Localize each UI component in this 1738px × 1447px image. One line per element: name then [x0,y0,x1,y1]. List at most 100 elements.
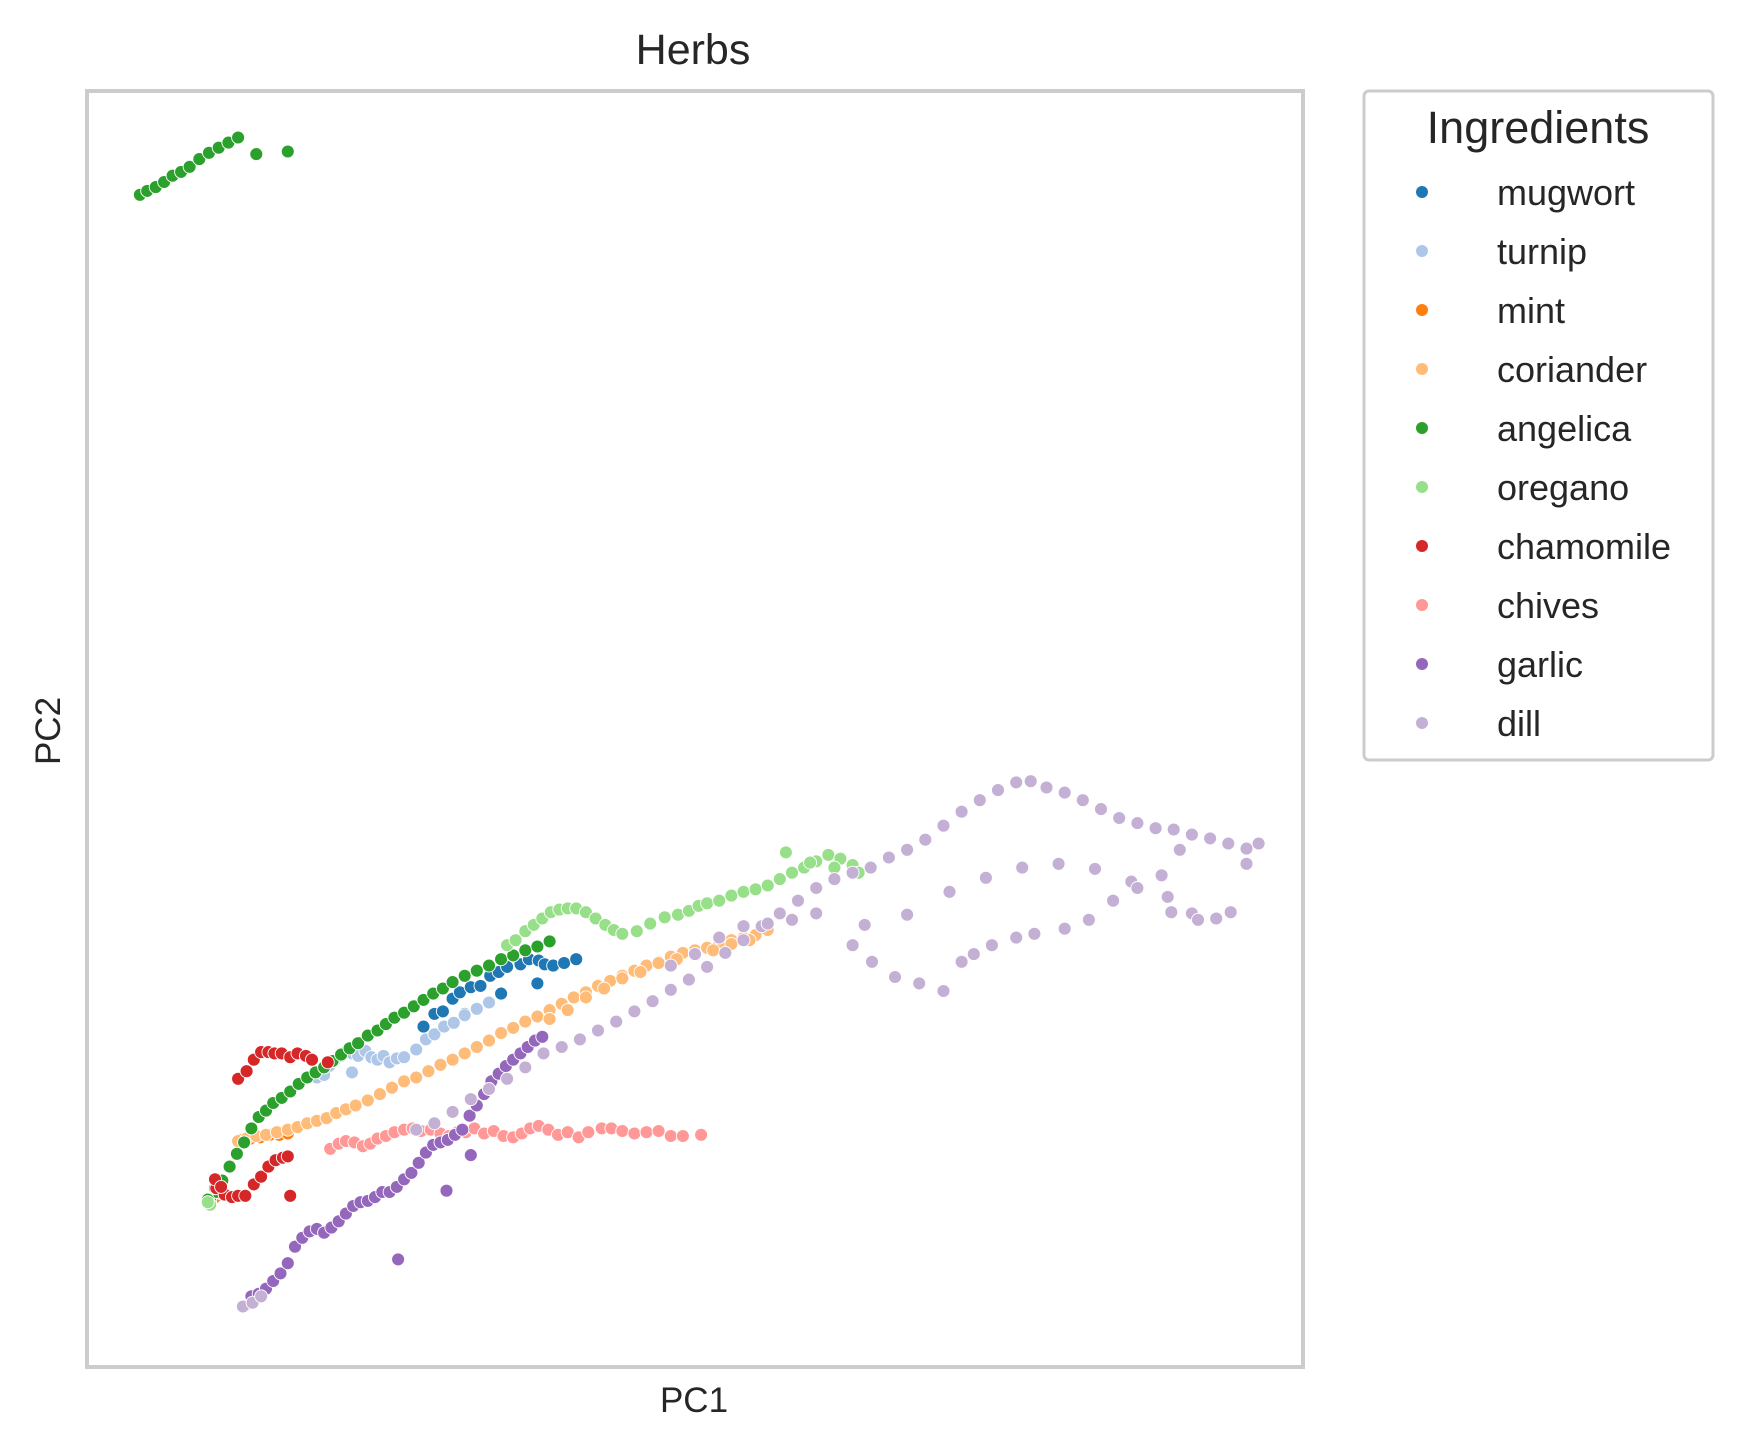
legend-label: mugwort [1497,172,1635,213]
point-chives [639,1125,654,1140]
point-dill [1221,836,1236,851]
point-coriander [530,1009,545,1024]
legend-marker [1416,245,1428,257]
point-garlic [273,1266,288,1281]
legend-item-chives: chives [1416,585,1599,626]
point-angelica [222,1159,237,1174]
point-dill [736,933,751,948]
chart-title: Herbs [636,26,751,74]
point-dill [966,947,981,962]
point-oregano [748,882,763,897]
point-angelica [244,1121,259,1136]
point-dill [845,938,860,953]
point-chamomile [283,1188,298,1203]
point-dill [1039,780,1054,795]
point-dill [1148,821,1163,836]
legend-item-chamomile: chamomile [1416,526,1671,567]
point-dill [809,881,824,895]
point-dill [936,984,951,998]
point-turnip [482,995,496,1010]
point-dill [609,1014,624,1029]
point-chives [651,1124,666,1138]
point-coriander [566,990,581,1005]
point-oregano [657,910,672,925]
point-dill [681,972,696,987]
point-chamomile [239,1064,254,1079]
series-mugwort [416,952,584,1034]
point-dill [1027,926,1042,941]
point-angelica [192,152,207,167]
legend-label: turnip [1497,231,1587,272]
point-angelica [435,981,450,996]
point-dill [1209,911,1224,926]
point-angelica [249,147,264,162]
point-chamomile [238,1188,253,1203]
point-dill [900,842,915,857]
point-oregano [712,893,727,908]
series-garlic [237,1029,550,1314]
point-oregano [724,888,739,903]
point-oregano [578,905,593,920]
point-dill [881,850,896,865]
point-dill [1130,816,1145,831]
point-dill [463,1092,478,1107]
series-oregano [200,845,866,1212]
point-coriander [348,1098,363,1113]
point-coriander [578,990,593,1005]
point-angelica [530,939,545,954]
point-dill [900,907,915,922]
legend-label: dill [1497,703,1541,744]
point-dill [1184,827,1199,842]
point-turnip [345,1065,359,1080]
point-dill [1081,912,1096,927]
plot-frame [85,89,1305,1369]
point-angelica [518,943,533,958]
point-oregano [821,847,836,862]
point-chives [663,1129,678,1143]
point-oregano [700,896,715,911]
point-garlic [280,1256,295,1271]
point-dill [912,976,927,991]
legend-marker [1416,540,1428,552]
point-dill [978,870,993,885]
point-dill [1057,921,1072,936]
point-dill [1239,856,1254,871]
point-turnip [469,1001,484,1016]
point-dill [785,912,799,927]
point-mugwort [494,986,509,1001]
point-dill [984,938,999,953]
legend-label: oregano [1497,467,1629,508]
series-chamomile [208,1045,335,1205]
point-angelica [231,130,246,145]
point-mugwort [530,976,545,991]
legend-marker [1416,304,1428,316]
point-angelica [229,1146,244,1161]
point-dill [518,1060,533,1075]
point-dill [1106,893,1121,908]
point-dill [1009,775,1024,790]
legend-item-coriander: coriander [1416,349,1647,390]
point-garlic [391,1252,406,1267]
point-dill [1009,930,1024,945]
point-dill [591,1023,605,1038]
point-dill [863,860,878,875]
point-dill [627,1004,642,1019]
point-angelica [237,1135,252,1150]
point-oregano [200,1195,215,1210]
legend-label: coriander [1497,349,1647,390]
point-dill [1051,856,1066,871]
point-turnip [446,1015,461,1030]
point-dill [888,970,902,984]
point-coriander [397,1074,412,1089]
point-garlic [411,1155,426,1170]
point-dill [1112,811,1127,825]
legend-item-dill: dill [1416,703,1541,744]
point-dill [918,832,933,847]
point-dill [1094,802,1108,817]
point-coriander [385,1080,399,1095]
point-oregano [629,924,644,939]
point-dill [700,959,715,974]
point-dill [857,917,872,932]
series-chives [323,1118,709,1156]
